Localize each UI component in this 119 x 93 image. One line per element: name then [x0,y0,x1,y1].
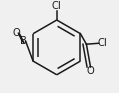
Text: Cl: Cl [97,38,107,48]
Text: O: O [87,66,94,76]
Text: O: O [13,28,20,38]
Text: B: B [20,36,27,46]
Text: Cl: Cl [52,1,62,11]
